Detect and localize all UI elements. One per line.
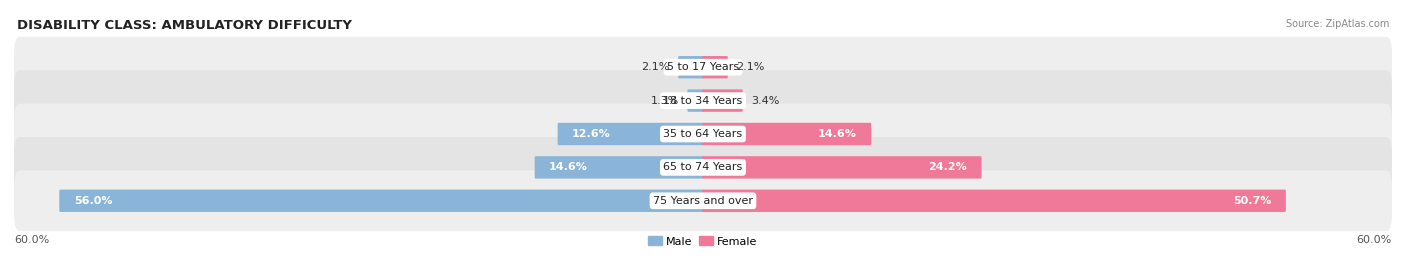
FancyBboxPatch shape	[14, 70, 1392, 131]
Text: 14.6%: 14.6%	[818, 129, 856, 139]
Text: 60.0%: 60.0%	[14, 235, 49, 245]
Text: 24.2%: 24.2%	[928, 162, 967, 172]
FancyBboxPatch shape	[703, 189, 1286, 212]
FancyBboxPatch shape	[703, 123, 872, 145]
FancyBboxPatch shape	[59, 189, 703, 212]
Text: 50.7%: 50.7%	[1233, 196, 1271, 206]
FancyBboxPatch shape	[534, 156, 703, 178]
Text: 12.6%: 12.6%	[572, 129, 610, 139]
Legend: Male, Female: Male, Female	[648, 236, 758, 247]
Text: 5 to 17 Years: 5 to 17 Years	[666, 62, 740, 72]
Text: 75 Years and over: 75 Years and over	[652, 196, 754, 206]
FancyBboxPatch shape	[558, 123, 703, 145]
FancyBboxPatch shape	[703, 156, 981, 178]
FancyBboxPatch shape	[703, 90, 742, 112]
Text: 60.0%: 60.0%	[1357, 235, 1392, 245]
Text: 18 to 34 Years: 18 to 34 Years	[664, 96, 742, 106]
Text: DISABILITY CLASS: AMBULATORY DIFFICULTY: DISABILITY CLASS: AMBULATORY DIFFICULTY	[17, 19, 352, 32]
FancyBboxPatch shape	[678, 56, 703, 79]
FancyBboxPatch shape	[703, 56, 728, 79]
FancyBboxPatch shape	[14, 104, 1392, 164]
Text: 3.4%: 3.4%	[751, 96, 779, 106]
Text: 56.0%: 56.0%	[73, 196, 112, 206]
Text: 14.6%: 14.6%	[550, 162, 588, 172]
FancyBboxPatch shape	[14, 170, 1392, 231]
Text: Source: ZipAtlas.com: Source: ZipAtlas.com	[1285, 19, 1389, 29]
Text: 35 to 64 Years: 35 to 64 Years	[664, 129, 742, 139]
Text: 2.1%: 2.1%	[737, 62, 765, 72]
FancyBboxPatch shape	[14, 37, 1392, 98]
Text: 65 to 74 Years: 65 to 74 Years	[664, 162, 742, 172]
Text: 1.3%: 1.3%	[651, 96, 679, 106]
FancyBboxPatch shape	[14, 137, 1392, 198]
Text: 2.1%: 2.1%	[641, 62, 669, 72]
FancyBboxPatch shape	[688, 90, 703, 112]
